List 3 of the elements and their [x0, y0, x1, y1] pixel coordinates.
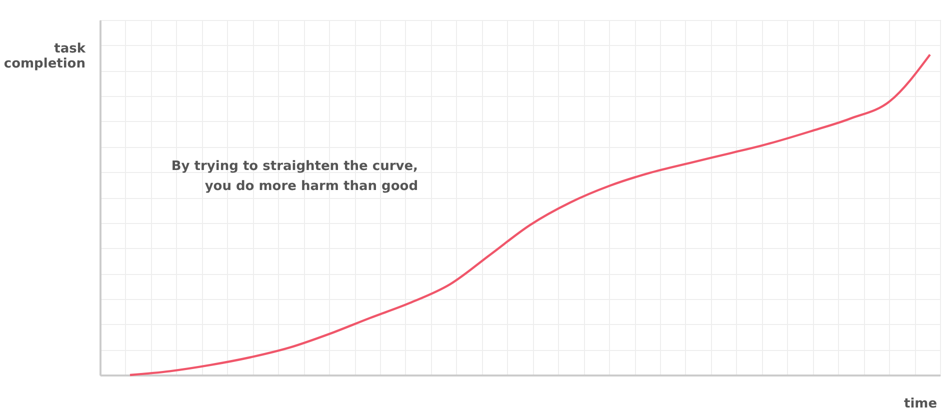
x-axis-title: time — [904, 396, 938, 412]
annotation: By trying to straighten the curve, you do more harm than good — [171, 159, 418, 194]
y-axis-title: task completion — [4, 42, 86, 72]
